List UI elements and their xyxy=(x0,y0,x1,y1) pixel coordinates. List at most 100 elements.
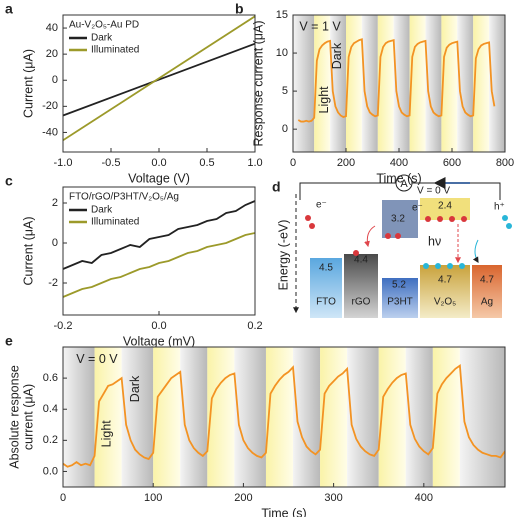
y-axis-label: Current (μA) xyxy=(21,49,35,118)
level: 4.5 xyxy=(319,263,333,274)
panel-label: e xyxy=(5,333,13,349)
annotation: Dark xyxy=(330,42,344,69)
y-axis-label: current (μA) xyxy=(21,384,35,450)
energy-axis-label: Energy (-eV) xyxy=(276,220,290,291)
y-tick-label: -40 xyxy=(42,126,58,138)
y-tick-label: 0 xyxy=(282,123,288,135)
y-tick-label: 20 xyxy=(46,48,58,60)
y-tick-label: 5 xyxy=(282,85,288,97)
x-tick-label: 0.2 xyxy=(247,320,262,332)
x-tick-label: 0.5 xyxy=(199,157,214,169)
electron-label: e⁻ xyxy=(316,200,327,211)
dark-band xyxy=(489,15,505,152)
light-band xyxy=(409,15,426,152)
light-band xyxy=(265,347,294,487)
y-axis-label: Response current (μA) xyxy=(251,20,265,146)
light-band xyxy=(207,347,235,487)
electron xyxy=(309,223,315,229)
x-axis-label: Time (s) xyxy=(261,506,306,517)
panel: 0 200 400 600 800 0 5 10 15 Time (s) Response curr… xyxy=(235,1,514,186)
panel-label: b xyxy=(235,1,244,17)
ammeter-label: A xyxy=(400,178,408,190)
series-line xyxy=(297,38,496,123)
x-tick-label: 200 xyxy=(337,157,355,169)
hole xyxy=(502,215,508,221)
panel: 0 100 200 300 400 0.0 0.2 0.4 0.6 Time (s) Absolut… xyxy=(5,333,506,517)
level: 3.2 xyxy=(391,214,405,225)
panel: -1.0 -0.5 0.0 0.5 1.0 -40 -20 0 20 40 Voltage (V) C… xyxy=(5,1,263,186)
v2o5-vb xyxy=(420,265,470,318)
layer-name: Ag xyxy=(481,297,493,308)
light-band xyxy=(377,15,394,152)
dark-band xyxy=(457,15,474,152)
x-tick-label: 200 xyxy=(234,492,252,504)
x-tick-label: 0.0 xyxy=(151,157,166,169)
series-line xyxy=(63,200,255,270)
p3ht-lumo xyxy=(382,200,418,238)
x-tick-label: -0.2 xyxy=(54,320,73,332)
dark-band xyxy=(361,15,378,152)
y-tick-label: -20 xyxy=(42,100,58,112)
electron xyxy=(461,216,467,222)
p3ht-homo xyxy=(382,278,418,318)
x-tick-label: 0.0 xyxy=(151,320,166,332)
light-band xyxy=(346,15,362,152)
y-tick-label: 0 xyxy=(52,237,58,249)
dark-band xyxy=(293,15,315,152)
hole xyxy=(447,263,453,269)
level: 4.7 xyxy=(438,275,452,286)
x-tick-label: 1.0 xyxy=(247,157,262,169)
plot-frame xyxy=(62,346,506,488)
electron-label: e⁻ xyxy=(412,203,423,214)
light-band xyxy=(153,347,181,487)
y-tick-label: 0.2 xyxy=(43,434,58,446)
x-tick-label: 100 xyxy=(144,492,162,504)
light-band xyxy=(314,15,331,152)
x-tick-label: -1.0 xyxy=(54,157,73,169)
annotation: V = 0 V xyxy=(76,352,118,366)
panel: -0.2 0.0 0.2 -2 0 2 Voltage (mV) Current (μA) c F… xyxy=(5,173,263,349)
hole xyxy=(506,223,512,229)
dark-band xyxy=(330,15,346,152)
y-tick-label: 0.0 xyxy=(43,465,58,477)
photon-label: hν xyxy=(428,234,441,248)
dark-band xyxy=(234,347,266,487)
y-axis-label: Current (μA) xyxy=(21,216,35,285)
v2o5-cb xyxy=(420,198,470,220)
x-tick-label: 400 xyxy=(415,492,433,504)
hole xyxy=(423,263,429,269)
electron xyxy=(353,250,359,256)
bias-label: V = 0 V xyxy=(417,186,450,197)
dark-band xyxy=(121,347,154,487)
electron xyxy=(385,233,391,239)
series-line xyxy=(63,364,505,468)
electron xyxy=(437,216,443,222)
panel-label: c xyxy=(5,173,13,189)
transfer-arrow xyxy=(364,225,376,248)
dark-band xyxy=(459,347,505,487)
light-band xyxy=(473,15,490,152)
x-tick-label: 800 xyxy=(496,157,514,169)
dark-band xyxy=(393,15,410,152)
hole xyxy=(459,263,465,269)
hole-label: h⁺ xyxy=(494,202,505,213)
light-band xyxy=(441,15,458,152)
rgo-block xyxy=(344,254,378,318)
series-line xyxy=(63,232,255,298)
light-band xyxy=(432,347,460,487)
x-tick-label: 300 xyxy=(324,492,342,504)
x-tick-label: 0 xyxy=(290,157,296,169)
series-line xyxy=(63,15,255,142)
y-tick-label: 15 xyxy=(276,9,288,21)
x-axis-label: Voltage (V) xyxy=(128,171,190,185)
level: 2.4 xyxy=(438,201,452,212)
y-tick-label: 0 xyxy=(52,74,58,86)
layer-name: rGO xyxy=(352,297,371,308)
layer-name: V₂O₅ xyxy=(434,297,456,308)
hole-arrow xyxy=(472,239,479,264)
light-band xyxy=(378,347,406,487)
level: 5.2 xyxy=(392,280,406,291)
legend-label: Dark xyxy=(91,205,113,216)
level: 4.4 xyxy=(354,255,368,266)
